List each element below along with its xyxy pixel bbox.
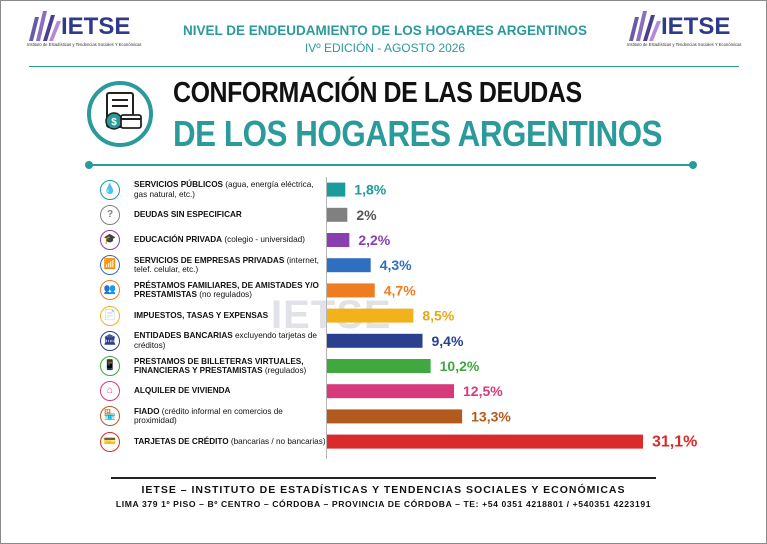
category-label: DEUDAS SIN ESPECIFICAR xyxy=(134,210,326,220)
category-label: SERVICIOS PÚBLICOS (agua, energía eléctr… xyxy=(134,180,326,199)
water-drop-icon-glyph: 💧 xyxy=(103,183,117,195)
category-label-main: TARJETAS DE CRÉDITO xyxy=(134,436,229,446)
category-label: PRÉSTAMOS FAMILIARES, DE AMISTADES Y/O P… xyxy=(134,281,326,300)
bank-icon-glyph: 🏛 xyxy=(103,334,117,346)
graduation-cap-icon: 🎓 xyxy=(100,230,120,250)
logo-subtitle: Instituto de Estadísticas y Tendencias S… xyxy=(627,42,742,47)
people-icon: 👥 xyxy=(100,280,120,301)
category-label-main: SERVICIOS DE EMPRESAS PRIVADAS xyxy=(134,255,285,265)
category-label-detail: (agua, energía eléctrica, gas natural, e… xyxy=(134,180,314,199)
bar-value-label-5: 8,5% xyxy=(422,308,454,324)
category-label-detail: (internet, telef. celular, etc.) xyxy=(134,255,319,275)
store-icon-glyph: 🏪 xyxy=(103,410,117,422)
ietse-logo-mark-icon xyxy=(629,11,661,41)
credit-card-icon: 💳 xyxy=(100,431,120,452)
svg-text:$: $ xyxy=(111,117,117,128)
category-label-main: FIADO xyxy=(134,406,160,416)
category-label: TARJETAS DE CRÉDITO (bancarias / no banc… xyxy=(134,437,326,447)
title-divider-dot-left xyxy=(85,161,93,169)
mobile-wallet-icon-glyph: 📱 xyxy=(103,360,117,371)
category-label-detail: (colegio - universidad) xyxy=(222,235,305,244)
bar-value-label-0: 1,8% xyxy=(354,182,386,198)
category-label: SERVICIOS DE EMPRESAS PRIVADAS (internet… xyxy=(134,256,326,275)
logo-subtitle: Instituto de Estadísticas y Tendencias S… xyxy=(27,42,142,47)
category-label-main: PRESTAMOS DE BILLETERAS VIRTUALES, FINAN… xyxy=(134,356,304,376)
bar-value-label-9: 13,3% xyxy=(471,408,511,424)
ietse-logo-right: IETSE Instituto de Estadísticas y Tenden… xyxy=(627,7,747,53)
question-icon-glyph: ? xyxy=(106,208,114,220)
credit-card-icon-glyph: 💳 xyxy=(103,435,117,447)
bar-value-label-10: 31,1% xyxy=(652,434,697,451)
bar-10 xyxy=(327,434,643,449)
bar-6 xyxy=(327,333,423,348)
category-label: IMPUESTOS, TASAS Y EXPENSAS xyxy=(134,311,326,321)
store-icon: 🏪 xyxy=(100,406,120,427)
bar-value-label-4: 4,7% xyxy=(384,282,416,298)
house-icon: ⌂ xyxy=(100,381,120,402)
title-divider xyxy=(89,164,693,166)
house-icon-glyph: ⌂ xyxy=(106,385,114,397)
category-label-detail: (bancarias / no bancarias) xyxy=(228,436,326,446)
bar-value-label-3: 4,3% xyxy=(380,257,412,273)
category-label: PRESTAMOS DE BILLETERAS VIRTUALES, FINAN… xyxy=(134,357,326,376)
category-label-detail: (crédito informal en comercios de proxim… xyxy=(134,406,283,426)
bar-4 xyxy=(327,283,375,298)
title-line-1: CONFORMACIÓN DE LAS DEUDAS xyxy=(173,77,582,109)
category-label-detail: excluyendo tarjetas de créditos) xyxy=(134,331,317,350)
mobile-wallet-icon: 📱 xyxy=(100,356,120,376)
header-title: NIVEL DE ENDEUDAMIENTO DE LOS HOGARES AR… xyxy=(182,23,588,38)
footer-divider xyxy=(111,477,656,479)
category-label-main: PRÉSTAMOS FAMILIARES, DE AMISTADES Y/O P… xyxy=(134,280,319,300)
category-label-main: EDUCACIÓN PRIVADA xyxy=(134,235,223,244)
bar-9 xyxy=(327,409,463,424)
category-label-main: IMPUESTOS, TASAS Y EXPENSAS xyxy=(134,310,269,320)
footer-address: LIMA 379 1º PISO – Bº CENTRO – CÓRDOBA –… xyxy=(115,499,652,509)
graduation-cap-icon-glyph: 🎓 xyxy=(103,234,117,245)
bar-5 xyxy=(327,308,414,323)
category-label-detail: (no regulados) xyxy=(196,290,253,300)
category-label-detail: (regulados) xyxy=(262,366,307,376)
category-label-main: ALQUILER DE VIVIENDA xyxy=(134,386,231,396)
bank-icon: 🏛 xyxy=(100,330,120,351)
title-divider-dot-right xyxy=(689,161,697,169)
category-label: EDUCACIÓN PRIVADA (colegio - universidad… xyxy=(134,235,326,245)
water-drop-icon: 💧 xyxy=(100,179,120,200)
bar-3 xyxy=(327,258,371,273)
category-label: FIADO (crédito informal en comercios de … xyxy=(134,407,326,426)
bar-value-label-8: 12,5% xyxy=(463,383,503,399)
wifi-icon-glyph: 📶 xyxy=(103,259,117,271)
receipt-icon-glyph: 📄 xyxy=(103,309,117,321)
category-label: ENTIDADES BANCARIAS excluyendo tarjetas … xyxy=(134,331,326,350)
question-icon: ? xyxy=(100,204,120,225)
footer-institute-name: IETSE – INSTITUTO DE ESTADÍSTICAS Y TEND… xyxy=(141,484,626,496)
receipt-icon: 📄 xyxy=(100,305,120,326)
logo-wordmark: IETSE xyxy=(61,13,131,40)
bar-value-label-1: 2% xyxy=(356,207,377,223)
header-divider xyxy=(29,66,739,67)
ietse-logo-mark-icon xyxy=(29,11,61,41)
bar-2 xyxy=(327,233,350,247)
category-label-main: ENTIDADES BANCARIAS xyxy=(134,331,233,341)
logo-wordmark: IETSE xyxy=(661,13,731,40)
people-icon-glyph: 👥 xyxy=(103,284,117,296)
bar-value-label-6: 9,4% xyxy=(432,333,464,349)
bar-7 xyxy=(327,359,431,373)
bar-value-label-7: 10,2% xyxy=(440,358,480,374)
bar-8 xyxy=(327,384,455,399)
title-line-2: DE LOS HOGARES ARGENTINOS xyxy=(173,113,663,154)
debt-document-icon: $ xyxy=(87,81,153,147)
category-label: ALQUILER DE VIVIENDA xyxy=(134,386,326,396)
bar-value-label-2: 2,2% xyxy=(358,232,390,248)
category-label-main: SERVICIOS PÚBLICOS xyxy=(134,180,224,190)
wifi-icon: 📶 xyxy=(100,255,120,276)
header-edition: IVº EDICIÓN - AGOSTO 2026 xyxy=(304,41,466,55)
chart-axis-line xyxy=(326,177,327,459)
bar-0 xyxy=(327,182,346,197)
ietse-logo-left: IETSE Instituto de Estadísticas y Tenden… xyxy=(27,7,157,53)
bar-1 xyxy=(327,207,348,222)
category-label-main: DEUDAS SIN ESPECIFICAR xyxy=(134,209,242,219)
